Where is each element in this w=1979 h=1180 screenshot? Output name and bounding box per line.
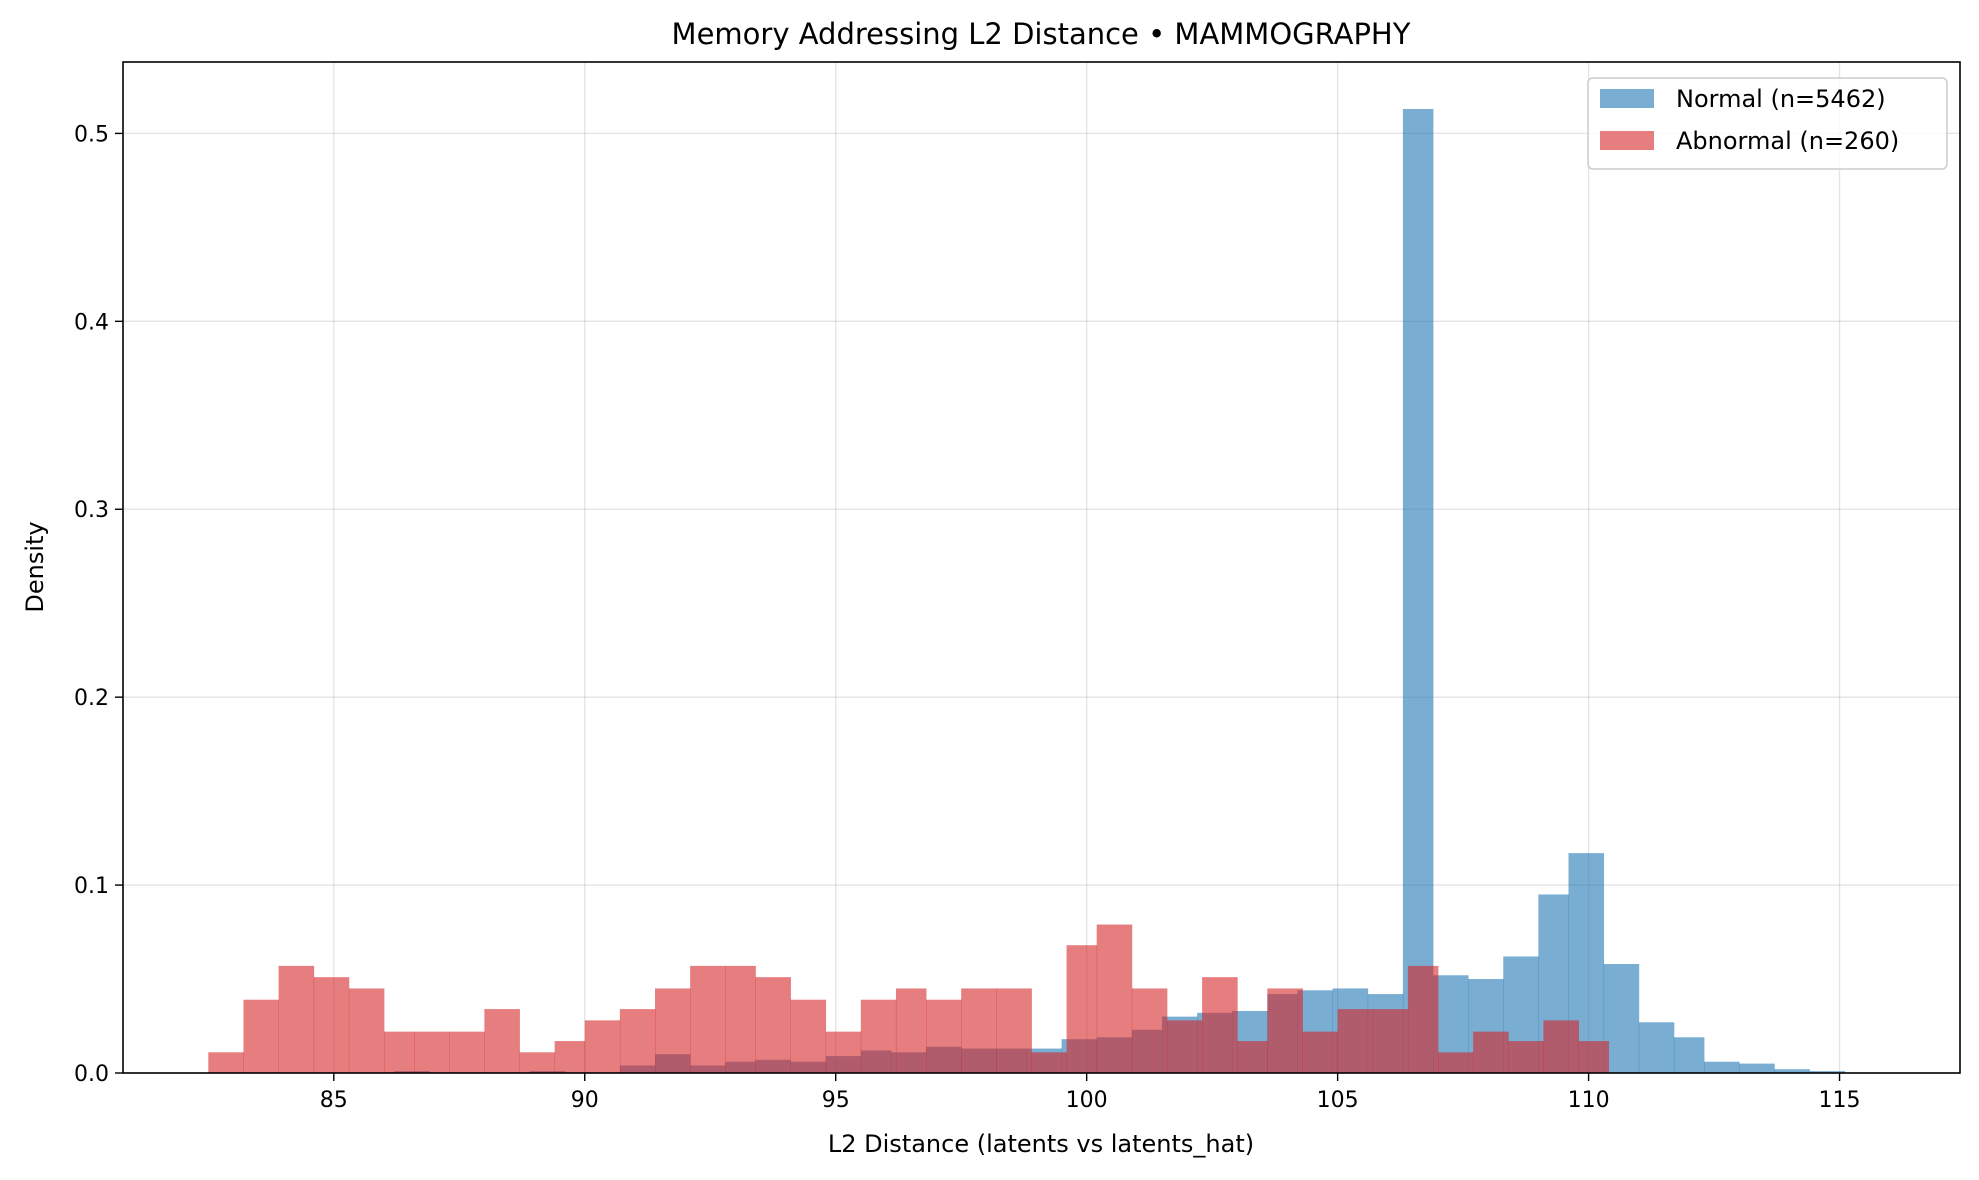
y-tick-label: 0.4 <box>74 310 109 335</box>
abnormal-bar <box>926 999 962 1073</box>
y-axis-ticks: 0.0 0.1 0.2 0.3 0.4 0.5 <box>74 122 123 1087</box>
abnormal-bar <box>208 1052 244 1073</box>
x-tick-label: 110 <box>1568 1088 1610 1113</box>
abnormal-bar <box>1031 1052 1067 1073</box>
y-tick-label: 0.1 <box>74 874 109 899</box>
x-axis-ticks: 85 90 95 100 105 110 115 <box>320 1073 1861 1113</box>
abnormal-bar <box>383 1031 415 1073</box>
legend: Normal (n=5462) Abnormal (n=260) <box>1587 77 1948 170</box>
abnormal-bar <box>1166 1020 1203 1073</box>
abnormal-bar <box>1578 1041 1610 1073</box>
abnormal-bar <box>1543 1020 1579 1073</box>
legend-swatch-abnormal <box>1600 131 1654 150</box>
abnormal-bar <box>961 988 997 1073</box>
abnormal-bar <box>243 999 279 1073</box>
abnormal-bar <box>655 988 691 1073</box>
abnormal-bar <box>1372 1009 1409 1073</box>
abnormal-bar <box>519 1052 556 1073</box>
y-axis-label: Density <box>21 521 49 612</box>
abnormal-bar <box>414 1031 450 1073</box>
abnormal-bar <box>996 988 1032 1073</box>
y-tick-label: 0.3 <box>74 498 109 523</box>
abnormal-bar <box>1237 1041 1268 1073</box>
abnormal-bar <box>895 988 927 1073</box>
abnormal-bar <box>1066 945 1098 1073</box>
abnormal-bar <box>1267 988 1303 1073</box>
abnormal-bar <box>1302 1031 1339 1073</box>
legend-label-abnormal: Abnormal (n=260) <box>1676 127 1899 155</box>
legend-label-normal: Normal (n=5462) <box>1676 85 1886 113</box>
normal-bar <box>1402 108 1434 1073</box>
y-tick-label: 0.5 <box>74 122 109 147</box>
abnormal-bar <box>725 965 756 1073</box>
abnormal-bar <box>1473 1031 1509 1073</box>
abnormal-bar <box>1407 965 1439 1073</box>
normal-bar <box>1673 1037 1705 1073</box>
chart-title: Memory Addressing L2 Distance • MAMMOGRA… <box>672 17 1411 51</box>
plot-area-frame <box>122 61 1961 1074</box>
y-tick-label: 0.2 <box>74 686 109 711</box>
abnormal-bar <box>790 999 827 1073</box>
abnormal-bar <box>1508 1041 1544 1073</box>
abnormal-bar <box>1202 977 1238 1073</box>
legend-swatch-normal <box>1600 89 1654 108</box>
x-tick-label: 85 <box>320 1088 348 1113</box>
abnormal-series-bars <box>208 924 1610 1073</box>
abnormal-bar <box>348 988 385 1073</box>
abnormal-bar <box>1438 1052 1474 1073</box>
y-tick-label: 0.0 <box>74 1062 109 1087</box>
abnormal-bar <box>860 999 897 1073</box>
x-tick-label: 115 <box>1819 1088 1861 1113</box>
normal-bar <box>1638 1022 1675 1073</box>
abnormal-bar <box>313 977 350 1073</box>
abnormal-bar <box>690 965 726 1073</box>
x-axis-label: L2 Distance (latents vs latents_hat) <box>828 1130 1254 1158</box>
abnormal-bar <box>584 1020 621 1073</box>
x-tick-label: 90 <box>571 1088 599 1113</box>
normal-bar <box>1603 964 1640 1073</box>
abnormal-bar <box>278 965 315 1073</box>
normal-bar <box>1739 1063 1775 1073</box>
abnormal-bar <box>449 1031 485 1073</box>
abnormal-bar <box>1337 1009 1374 1073</box>
abnormal-bar <box>619 1009 656 1073</box>
x-tick-label: 95 <box>822 1088 850 1113</box>
normal-bar <box>1704 1061 1740 1073</box>
abnormal-bar <box>484 1009 520 1073</box>
x-tick-label: 105 <box>1317 1088 1359 1113</box>
abnormal-bar <box>1096 924 1133 1073</box>
normal-bar <box>1809 1071 1845 1073</box>
abnormal-bar <box>755 977 791 1073</box>
abnormal-bar <box>825 1031 862 1073</box>
abnormal-bar <box>554 1041 586 1073</box>
abnormal-bar <box>1131 988 1168 1073</box>
legend-box <box>1587 77 1948 170</box>
normal-bar <box>1774 1069 1810 1073</box>
x-tick-label: 100 <box>1066 1088 1108 1113</box>
